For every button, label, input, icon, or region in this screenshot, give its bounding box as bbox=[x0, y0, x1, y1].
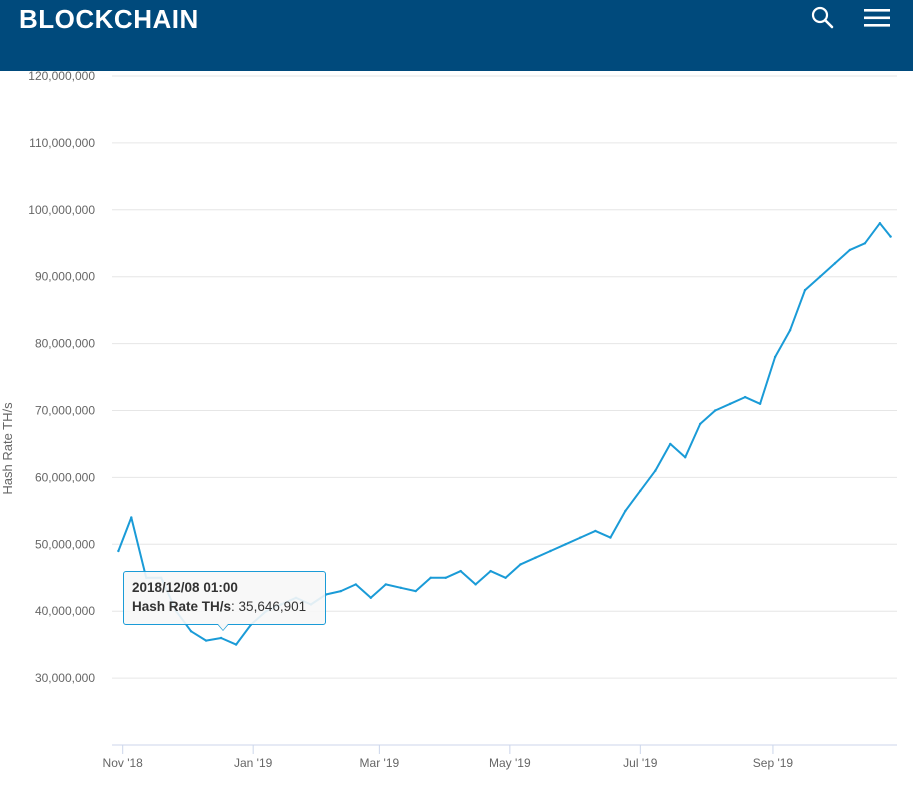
data-point bbox=[803, 288, 807, 292]
tooltip-label: Hash Rate TH/s bbox=[132, 599, 232, 614]
tooltip-date: 2018/12/08 01:00 bbox=[132, 580, 238, 595]
y-tick-label: 60,000,000 bbox=[35, 470, 95, 484]
data-point bbox=[504, 576, 507, 579]
y-tick-label: 70,000,000 bbox=[35, 404, 95, 418]
data-point bbox=[354, 583, 357, 586]
x-tick-label: Sep '19 bbox=[753, 756, 794, 770]
chart-tooltip: 2018/12/08 01:00 Hash Rate TH/s: 35,646,… bbox=[123, 571, 326, 625]
blockchain-logo[interactable]: BLOCKCHAIN bbox=[19, 4, 199, 34]
data-point bbox=[130, 516, 133, 519]
x-tick-label: May '19 bbox=[489, 756, 531, 770]
chart-axes bbox=[112, 744, 897, 754]
x-tick-label: Mar '19 bbox=[360, 756, 400, 770]
data-point bbox=[654, 469, 657, 472]
y-tick-label: 50,000,000 bbox=[35, 537, 95, 551]
y-tick-label: 90,000,000 bbox=[35, 270, 95, 284]
x-tick-label: Jan '19 bbox=[234, 756, 273, 770]
data-point bbox=[399, 586, 402, 589]
data-point bbox=[429, 576, 432, 579]
data-point bbox=[189, 630, 193, 633]
data-point bbox=[579, 536, 582, 539]
data-point bbox=[549, 549, 552, 553]
y-tick-label: 40,000,000 bbox=[35, 604, 95, 618]
data-point bbox=[848, 248, 852, 252]
data-point bbox=[729, 402, 732, 405]
data-point bbox=[384, 583, 387, 586]
data-point bbox=[863, 242, 867, 245]
y-tick-label: 30,000,000 bbox=[35, 671, 95, 685]
data-point bbox=[444, 576, 447, 579]
data-point bbox=[339, 589, 343, 593]
y-tick-label: 120,000,000 bbox=[28, 71, 95, 83]
data-point bbox=[474, 583, 477, 586]
hamburger-menu-icon bbox=[864, 9, 890, 27]
data-point bbox=[609, 536, 612, 539]
top-header: BLOCKCHAIN bbox=[0, 0, 913, 71]
data-point bbox=[369, 596, 372, 599]
data-point bbox=[414, 589, 417, 593]
data-point bbox=[714, 409, 717, 412]
search-icon bbox=[811, 6, 834, 29]
data-point bbox=[534, 556, 537, 559]
data-point bbox=[489, 569, 492, 573]
data-point bbox=[564, 543, 567, 546]
data-point bbox=[788, 329, 792, 332]
menu-button[interactable] bbox=[862, 7, 892, 29]
y-tick-label: 80,000,000 bbox=[35, 337, 95, 351]
data-point bbox=[699, 422, 702, 426]
y-axis-title: Hash Rate TH/s bbox=[0, 402, 15, 495]
data-point bbox=[684, 456, 687, 459]
tooltip-pointer-inner bbox=[218, 624, 228, 630]
data-point bbox=[878, 222, 882, 225]
y-tick-label: 100,000,000 bbox=[28, 203, 95, 217]
y-tick-label: 110,000,000 bbox=[29, 136, 95, 150]
chart-labels: 30,000,000 40,000,000 50,000,000 60,000,000… bbox=[0, 71, 793, 770]
tooltip-value: 35,646,901 bbox=[238, 599, 307, 614]
data-point bbox=[743, 395, 747, 399]
data-point bbox=[758, 402, 762, 405]
data-point bbox=[889, 235, 892, 238]
data-point bbox=[234, 643, 238, 646]
data-point bbox=[773, 355, 777, 359]
tooltip-value-row: Hash Rate TH/s: 35,646,901 bbox=[132, 599, 307, 614]
chart-gridlines bbox=[112, 75, 897, 679]
x-tick-label: Jul '19 bbox=[623, 756, 658, 770]
search-button[interactable] bbox=[810, 5, 836, 31]
data-point bbox=[594, 529, 597, 533]
data-point bbox=[117, 549, 120, 553]
x-tick-label: Nov '18 bbox=[103, 756, 144, 770]
data-point bbox=[639, 489, 642, 492]
data-point bbox=[833, 262, 837, 265]
hash-rate-chart: 30,000,000 40,000,000 50,000,000 60,000,000… bbox=[0, 71, 897, 770]
data-point bbox=[204, 639, 208, 642]
data-point bbox=[624, 509, 627, 513]
data-point bbox=[519, 563, 522, 566]
data-point bbox=[219, 636, 223, 640]
data-point bbox=[818, 275, 822, 278]
data-point bbox=[669, 442, 672, 446]
data-point bbox=[459, 569, 462, 573]
